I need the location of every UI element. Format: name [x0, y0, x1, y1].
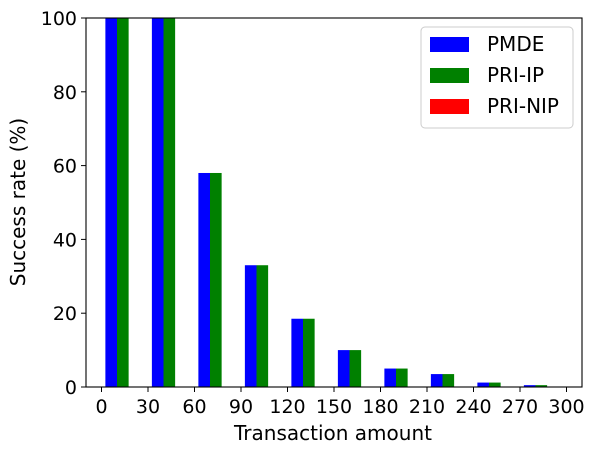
bar-pmde-70	[198, 172, 211, 387]
bar-pri-ip-160	[349, 350, 362, 387]
x-tick-label: 180	[362, 396, 398, 418]
bar-pri-ip-70	[210, 172, 222, 387]
x-tick-label: 60	[182, 396, 206, 418]
bars-layer	[105, 18, 548, 387]
legend: PMDE PRI-IP PRI-NIP	[420, 26, 574, 129]
x-tick-label: 270	[502, 396, 538, 418]
legend-label-pri-nip: PRI-NIP	[487, 94, 559, 118]
legend-label-pmde: PMDE	[487, 32, 544, 56]
bar-pri-ip-10	[117, 18, 129, 387]
legend-label-pri-ip: PRI-IP	[487, 63, 544, 87]
legend-swatch-pri-nip	[430, 99, 469, 114]
x-tick-label: 210	[409, 396, 445, 418]
bar-pmde-190	[384, 368, 397, 387]
legend-swatch-pmde	[430, 37, 469, 52]
x-axis-title: Transaction amount	[233, 421, 432, 445]
y-tick-label: 40	[53, 229, 77, 251]
bar-pri-ip-190	[396, 368, 408, 387]
bar-pmde-130	[291, 318, 304, 387]
bar-pri-ip-100	[256, 265, 269, 387]
x-tick-label: 0	[95, 396, 107, 418]
bar-pri-ip-130	[303, 318, 315, 387]
bar-pmde-220	[430, 374, 443, 387]
bar-pmde-160	[337, 350, 350, 387]
bar-pri-ip-40	[163, 18, 176, 387]
x-tick-label: 150	[316, 396, 352, 418]
y-tick-label: 20	[53, 303, 77, 325]
x-tick-label: 90	[229, 396, 253, 418]
bar-pri-ip-250	[489, 382, 501, 387]
x-axis: 0 30 60 90 120 150 180 210 240 270 300	[95, 387, 585, 418]
x-tick-label: 240	[455, 396, 491, 418]
x-tick-label: 30	[136, 396, 160, 418]
x-tick-label: 300	[548, 396, 584, 418]
y-axis-title: Success rate (%)	[6, 118, 30, 286]
y-axis: 0 20 40 60 80 100	[41, 8, 86, 399]
bar-pmde-100	[244, 265, 257, 387]
bar-pmde-280	[523, 385, 536, 387]
bar-pri-ip-280	[535, 385, 548, 387]
bar-pmde-10	[105, 18, 118, 387]
y-tick-label: 0	[65, 377, 77, 399]
legend-swatch-pri-ip	[430, 68, 469, 83]
y-tick-label: 60	[53, 156, 77, 178]
y-tick-label: 100	[41, 8, 77, 30]
bar-pri-ip-220	[442, 374, 455, 387]
bar-pmde-250	[477, 382, 490, 387]
bar-pmde-40	[151, 18, 164, 387]
y-tick-label: 80	[53, 82, 77, 104]
x-tick-label: 120	[269, 396, 305, 418]
